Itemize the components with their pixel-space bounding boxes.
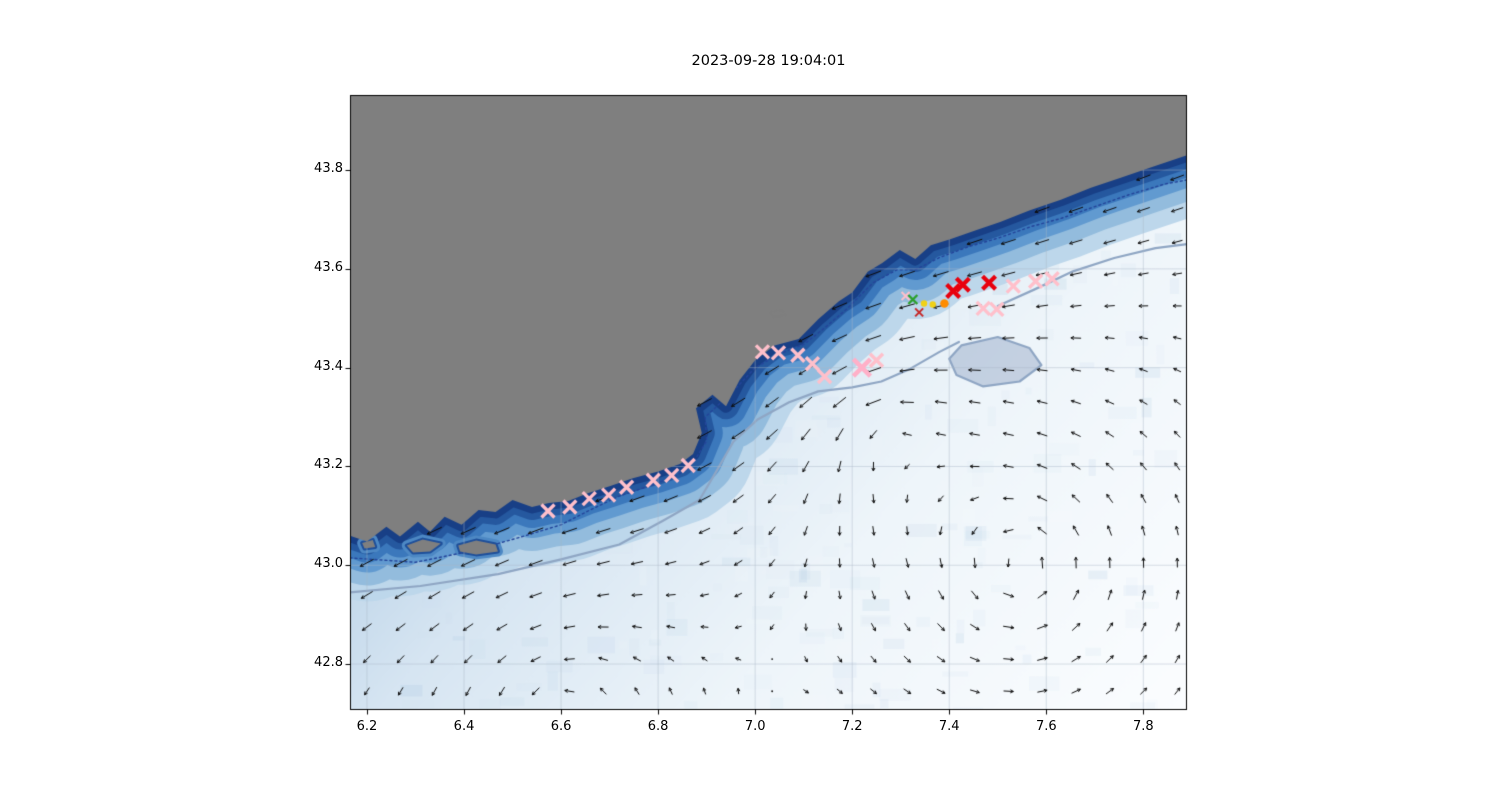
x-tick-label: 6.2 [356, 719, 378, 734]
y-tick-label: 43.2 [314, 457, 343, 473]
x-tick-label: 7.6 [1035, 719, 1057, 734]
y-tick-label: 43.0 [314, 556, 343, 572]
y-tick-label: 43.4 [314, 358, 343, 374]
x-tick-label: 6.8 [647, 719, 669, 734]
x-tick-label: 7.8 [1132, 719, 1154, 734]
x-tick-label: 7.4 [938, 719, 960, 734]
x-tick-label: 7.0 [744, 719, 766, 734]
y-tick-label: 42.8 [314, 655, 343, 671]
x-tick-label: 7.2 [841, 719, 863, 734]
x-tick-label: 6.6 [550, 719, 572, 734]
x-tick-label: 6.4 [453, 719, 475, 734]
y-tick-label: 43.6 [314, 259, 343, 275]
y-tick-label: 43.8 [314, 161, 343, 177]
